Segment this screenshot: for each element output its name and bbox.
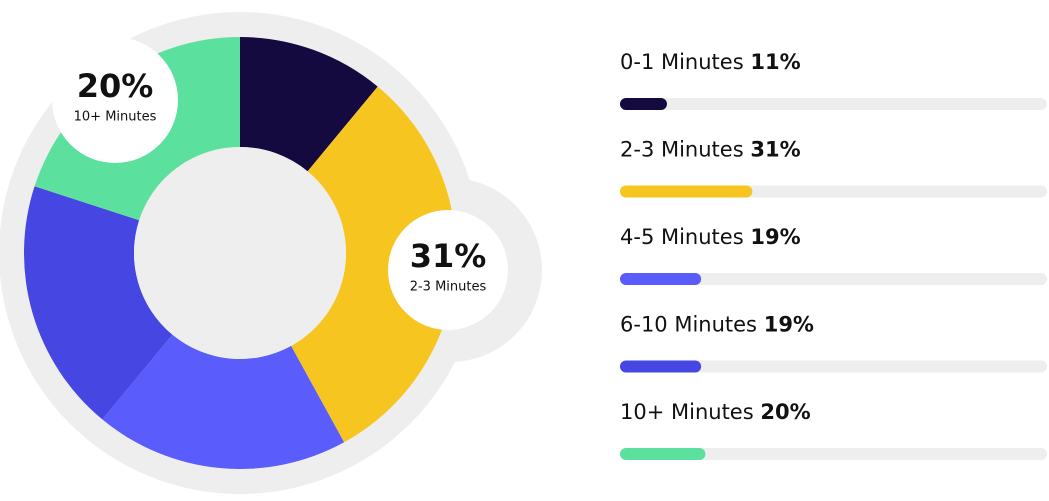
bar-track <box>620 360 1047 373</box>
legend-entry: 10+ Minutes 20% <box>620 400 811 424</box>
legend-label: 2-3 Minutes <box>620 138 744 162</box>
bar <box>620 273 702 285</box>
donut-segment <box>240 37 378 172</box>
legend-entry: 6-10 Minutes 19% <box>620 313 814 337</box>
legend-entry: 0-1 Minutes 11% <box>620 50 801 74</box>
legend-label: 6-10 Minutes <box>620 313 757 337</box>
callout-value: 31% <box>410 237 487 275</box>
donut-segment <box>291 86 457 443</box>
bar <box>620 98 667 110</box>
bar-track <box>620 448 1047 460</box>
callout-bubble <box>52 37 178 163</box>
bar <box>620 360 702 373</box>
legend-value: 19% <box>750 225 800 249</box>
legend-entry: 2-3 Minutes 31% <box>620 138 801 162</box>
legend-label: 10+ Minutes <box>620 400 754 424</box>
legend-value: 11% <box>750 50 800 74</box>
legend-value: 20% <box>760 400 810 424</box>
bar <box>620 448 706 460</box>
legend-value: 31% <box>750 138 800 162</box>
bar <box>620 185 753 198</box>
callout-label: 10+ Minutes <box>74 110 157 125</box>
callout-label: 2-3 Minutes <box>410 280 487 295</box>
bar-track <box>620 273 1047 285</box>
callout-bubble <box>388 210 508 330</box>
donut-hole <box>134 147 346 359</box>
legend-label: 4-5 Minutes <box>620 225 744 249</box>
legend-label: 0-1 Minutes <box>620 50 744 74</box>
legend-value: 19% <box>764 313 814 337</box>
legend-entry: 4-5 Minutes 19% <box>620 225 801 249</box>
donut-segment <box>24 186 173 420</box>
bar-track <box>620 98 1047 110</box>
callout-value: 20% <box>77 67 154 105</box>
donut-segment <box>102 334 345 470</box>
